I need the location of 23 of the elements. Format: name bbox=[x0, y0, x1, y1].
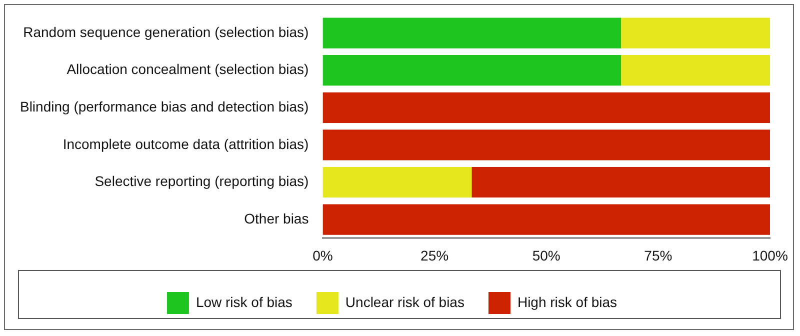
y-tick-label: Incomplete outcome data (attrition bias) bbox=[62, 136, 309, 152]
legend-label: Unclear risk of bias bbox=[345, 294, 464, 310]
x-tick-label: 50% bbox=[532, 247, 560, 264]
x-tick-label: 75% bbox=[644, 247, 672, 264]
bar bbox=[322, 55, 622, 86]
x-tick-label: 100% bbox=[752, 247, 788, 264]
legend-label: High risk of bias bbox=[517, 294, 618, 310]
y-tick-label: Allocation concealment (selection bias) bbox=[66, 61, 309, 78]
x-tick-label: 25% bbox=[420, 247, 449, 264]
bar bbox=[621, 18, 770, 48]
bar bbox=[322, 166, 472, 198]
bar bbox=[322, 92, 770, 123]
bar bbox=[621, 55, 770, 86]
y-tick-label: Blinding (performance bias and detection bias) bbox=[20, 98, 309, 115]
bar bbox=[472, 166, 770, 198]
bar bbox=[322, 204, 770, 235]
y-tick-label: Random sequence generation (selection bias) bbox=[23, 24, 309, 40]
bar bbox=[322, 130, 770, 160]
x-tick-label: 0% bbox=[312, 247, 333, 264]
bar bbox=[322, 18, 622, 48]
y-tick-label: Selective reporting (reporting bias) bbox=[94, 173, 309, 190]
y-tick-label: Other bias bbox=[244, 210, 309, 226]
legend-label: Low risk of bias bbox=[196, 294, 292, 310]
